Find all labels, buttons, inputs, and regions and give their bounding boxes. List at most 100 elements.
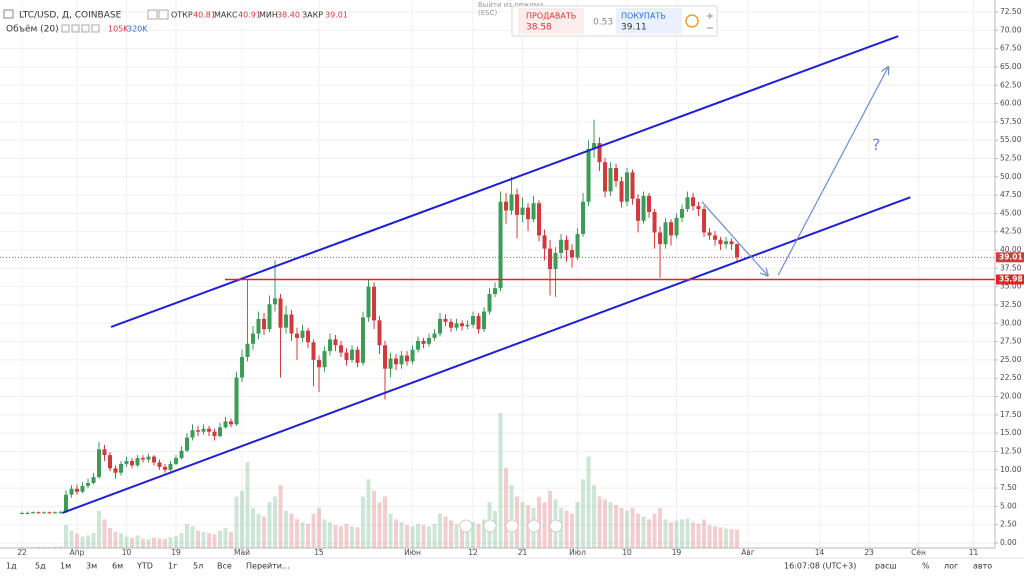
candle-body — [42, 512, 47, 514]
volume-bar — [223, 527, 228, 548]
candle-body — [317, 359, 322, 368]
legend-icon[interactable] — [158, 9, 169, 20]
candle-body — [251, 333, 256, 344]
volume-bar — [207, 533, 212, 548]
volume-bar — [399, 522, 404, 548]
trend-line — [61, 196, 911, 514]
candles — [0, 119, 995, 514]
candle-body — [284, 314, 289, 328]
candle-body — [163, 466, 168, 470]
x-tick-label: 10 — [622, 548, 632, 557]
candle-body — [449, 321, 454, 328]
symbol: LTC/USD, Д, COINBASE — [19, 11, 122, 21]
y-tick-label: 32.50 — [1000, 300, 1022, 309]
legend-icon[interactable] — [71, 24, 80, 33]
range-button[interactable]: 3м — [86, 562, 97, 571]
volume-bar — [179, 533, 184, 548]
x-tick-label: Июн — [404, 548, 421, 557]
range-button[interactable]: 1г — [168, 562, 177, 571]
info-icon[interactable] — [685, 14, 699, 28]
legend-icon[interactable] — [147, 9, 158, 20]
sell-button[interactable] — [518, 8, 584, 34]
x-tick-label: 21 — [518, 548, 528, 557]
y-tick-label: 47.50 — [1000, 190, 1022, 199]
nav-button[interactable] — [527, 519, 541, 533]
volume-bar — [498, 413, 503, 548]
y-tick-label: 0.00 — [1000, 538, 1017, 547]
candle-body — [295, 333, 300, 338]
nav-button[interactable] — [505, 519, 519, 533]
candle-body — [641, 195, 646, 221]
nav-button[interactable] — [483, 519, 497, 533]
volume-bar — [168, 537, 173, 548]
range-button[interactable]: YTD — [136, 562, 153, 571]
volume-bar — [328, 522, 333, 548]
volume-bar — [58, 546, 63, 548]
candle-body — [531, 203, 536, 220]
nav-button[interactable] — [459, 519, 473, 533]
range-button[interactable]: 6м — [112, 562, 123, 571]
candle-body — [421, 340, 426, 344]
buy-button[interactable] — [616, 8, 682, 34]
range-button[interactable]: 1д — [6, 562, 17, 571]
volume-bar — [273, 496, 278, 548]
candle-body — [113, 468, 118, 473]
candle-body — [256, 318, 261, 334]
volume-pane — [20, 413, 740, 548]
candle-body — [207, 428, 212, 432]
y-tick-label: 57.50 — [1000, 117, 1022, 126]
y-tick-label: 2.50 — [1000, 520, 1017, 529]
option-button[interactable]: авто — [973, 562, 992, 571]
candle-body — [262, 318, 267, 330]
volume-bar — [509, 485, 514, 548]
legend-icon[interactable] — [81, 24, 90, 33]
candle-body — [75, 488, 80, 492]
volume-bar — [674, 520, 679, 548]
volume-bar — [377, 502, 382, 548]
candle-body — [713, 235, 718, 240]
candle-body — [427, 337, 432, 344]
candle-body — [366, 286, 371, 318]
volume-bar — [311, 513, 316, 548]
volume-bar — [443, 516, 448, 548]
candle-body — [597, 143, 602, 163]
volume-bar — [707, 525, 712, 548]
range-button[interactable]: Все — [217, 562, 232, 571]
y-tick-label: 50.00 — [1000, 172, 1022, 181]
volume-bar — [317, 507, 322, 548]
y-tick-label: 20.00 — [1000, 392, 1022, 401]
legend-icon[interactable] — [91, 24, 100, 33]
candle-body — [372, 286, 377, 321]
candle-body — [553, 252, 558, 270]
volume-bar — [416, 523, 421, 548]
volume-bar — [234, 496, 239, 548]
volume-bar — [614, 505, 619, 548]
candle-body — [493, 288, 498, 294]
range-button[interactable]: 1м — [60, 562, 71, 571]
y-tick-label: 65.00 — [1000, 62, 1022, 71]
nav-button[interactable] — [549, 519, 563, 533]
option-button[interactable]: лог — [944, 562, 958, 571]
volume-bar — [306, 523, 311, 548]
range-button[interactable]: 5д — [35, 562, 46, 571]
option-button[interactable]: расш — [875, 562, 897, 571]
candle-body — [31, 512, 36, 514]
legend-icon[interactable] — [61, 24, 70, 33]
volume-bar — [658, 507, 663, 548]
ohlc-label: ЗАКР — [302, 11, 323, 20]
candle-body — [196, 430, 201, 432]
range-button[interactable]: Перейти... — [246, 562, 290, 571]
range-button[interactable]: 5л — [193, 562, 203, 571]
option-button[interactable]: % — [922, 562, 930, 571]
ohlc-value: 39.01 — [325, 11, 348, 20]
volume-bar — [240, 490, 245, 548]
volume-bar — [702, 519, 707, 548]
candle-body — [669, 222, 674, 236]
candle-body — [361, 317, 366, 363]
quantity-controls[interactable] — [707, 13, 713, 29]
volume-bar — [218, 530, 223, 548]
volume-bar — [691, 522, 696, 548]
volume-bar — [108, 527, 113, 548]
candle-body — [223, 421, 228, 428]
candle-body — [377, 320, 382, 346]
